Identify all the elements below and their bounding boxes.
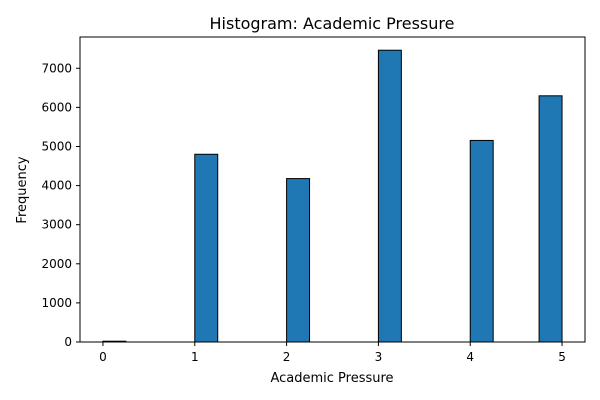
y-tick-label: 3000	[41, 218, 72, 232]
histogram-bar-5	[538, 95, 563, 343]
y-tick-label: 1000	[41, 296, 72, 310]
chart-title: Histogram: Academic Pressure	[210, 14, 455, 33]
histogram-bar-1	[194, 153, 219, 343]
y-tick-label: 2000	[41, 257, 72, 271]
x-axis-label: Academic Pressure	[270, 371, 393, 386]
plot-frame	[79, 36, 586, 343]
x-tick-label: 2	[283, 350, 291, 364]
x-tick-label: 5	[558, 350, 566, 364]
x-ticks-group: 0 1 2 3 4 5	[99, 342, 566, 364]
y-axis-label: Frequency	[15, 156, 30, 223]
histogram-bar-2	[286, 178, 311, 343]
y-tick-label: 5000	[41, 139, 72, 153]
y-tick-label: 4000	[41, 179, 72, 193]
x-tick-label: 3	[375, 350, 383, 364]
x-tick-label: 1	[191, 350, 199, 364]
y-tick-label: 0	[64, 335, 72, 349]
x-tick-label: 0	[99, 350, 107, 364]
bars-group	[102, 49, 563, 343]
histogram-bar-3	[377, 49, 402, 343]
y-ticks-group: 0 1000 2000 3000 4000 5000 6000 7000	[41, 61, 80, 349]
y-tick-label: 7000	[41, 61, 72, 75]
y-tick-label: 6000	[41, 100, 72, 114]
histogram-bar-4	[469, 139, 494, 343]
x-tick-label: 4	[466, 350, 474, 364]
